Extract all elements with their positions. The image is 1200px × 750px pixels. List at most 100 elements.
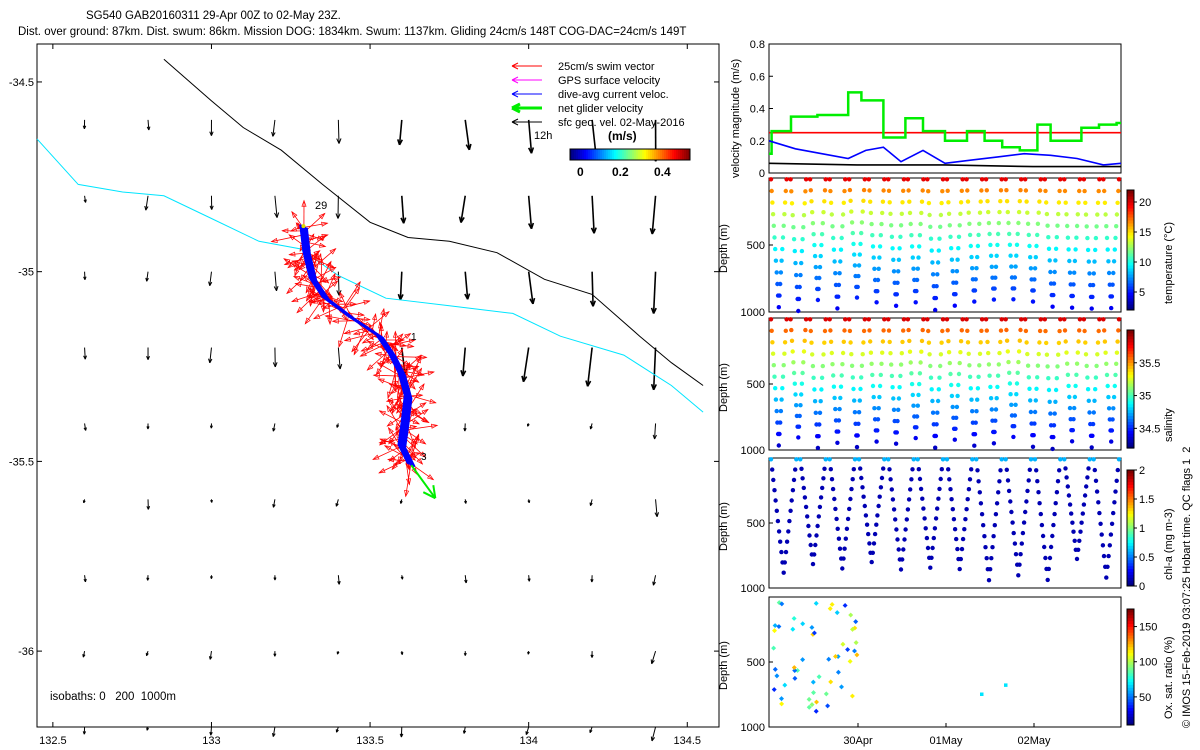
depth-point xyxy=(1116,317,1122,322)
depth-point xyxy=(970,266,975,271)
depth-point xyxy=(823,317,828,322)
depth-point xyxy=(1064,350,1069,355)
geo-arrowhead xyxy=(460,370,467,377)
depth-point xyxy=(842,328,847,333)
depth-point xyxy=(847,177,852,182)
depth-point xyxy=(796,424,802,429)
swim-vector-head xyxy=(431,423,439,429)
geo-arrowhead xyxy=(458,216,465,223)
depth-point xyxy=(803,504,809,510)
depth-point xyxy=(1009,264,1014,269)
geo-arrow xyxy=(337,575,340,585)
depth-point xyxy=(1057,328,1062,334)
depth-point xyxy=(810,210,815,215)
depth-point xyxy=(819,232,825,237)
depth-point xyxy=(894,430,899,435)
geo-arrow xyxy=(586,347,593,387)
depth-point xyxy=(831,247,837,252)
depth-colorbar-tick-label: 1.5 xyxy=(1139,494,1154,506)
geo-arrowhead xyxy=(146,426,150,430)
depth-colorbar-swatch xyxy=(1127,341,1134,346)
depth-point xyxy=(994,396,999,401)
colorbar-swatch xyxy=(670,149,673,160)
depth-point xyxy=(769,328,774,333)
depth-point xyxy=(770,340,775,345)
depth-colorbar-swatch xyxy=(1127,295,1134,299)
depth-colorbar-swatch xyxy=(1127,445,1134,449)
depth-point xyxy=(893,303,899,308)
depth-point xyxy=(832,259,837,264)
depth-point xyxy=(794,272,799,278)
depth-colorbar-swatch xyxy=(1127,554,1134,558)
depth-point xyxy=(858,386,863,392)
depth-point xyxy=(888,211,893,216)
depth-point xyxy=(808,188,813,193)
track-start-marker xyxy=(301,224,306,229)
swim-vector-head xyxy=(413,435,419,443)
depth-point xyxy=(1055,479,1061,484)
depth-point xyxy=(1103,350,1108,355)
depth-point xyxy=(879,475,885,481)
depth-point xyxy=(791,477,797,483)
depth-colorbar-swatch xyxy=(1127,400,1134,405)
depth-point xyxy=(1101,317,1106,322)
depth-point xyxy=(1083,212,1089,217)
depth-point xyxy=(877,383,883,389)
geo-arrow xyxy=(272,423,276,432)
geo-arrowhead xyxy=(208,358,213,364)
depth-point xyxy=(821,210,826,215)
depth-point xyxy=(1008,392,1013,397)
geo-arrow xyxy=(399,271,403,300)
depth-colorbar-swatch xyxy=(1127,430,1134,434)
geo-arrowhead xyxy=(464,579,468,584)
depth-point xyxy=(1109,439,1114,444)
depth-point xyxy=(945,328,950,333)
depth-point xyxy=(1085,387,1091,392)
depth-point xyxy=(802,495,808,500)
depth-point xyxy=(1040,533,1046,539)
depth-point xyxy=(829,601,835,607)
depth-point xyxy=(789,189,794,194)
legend-geo: sfc geo. vel. 02-May-2016 xyxy=(558,117,685,129)
depth-colorbar-swatch xyxy=(1127,365,1134,369)
depth-colorbar-swatch xyxy=(1127,487,1134,491)
depth-point xyxy=(920,188,925,193)
depth-point xyxy=(1083,200,1088,205)
depth-point xyxy=(1051,423,1057,428)
depth-point xyxy=(1024,499,1029,504)
depth-point xyxy=(833,406,838,412)
depth-point xyxy=(793,467,798,472)
depth-points xyxy=(768,317,1122,452)
depth-point xyxy=(856,457,862,462)
geo-arrow xyxy=(337,119,340,144)
depth-point xyxy=(797,284,802,290)
geo-arrow xyxy=(464,575,467,584)
depth-colorbar-swatch xyxy=(1127,539,1134,543)
velocity-lines xyxy=(768,91,1122,168)
depth-point xyxy=(869,221,874,227)
depth-point xyxy=(861,198,866,203)
velocity-ylabel: velocity magnitude (m/s) xyxy=(730,59,742,178)
colorbar-swatch xyxy=(684,149,687,160)
depth-point xyxy=(811,232,816,237)
depth-point xyxy=(898,223,904,228)
depth-point xyxy=(1073,247,1078,252)
depth-point xyxy=(930,545,935,551)
depth-point xyxy=(959,188,964,193)
geo-arrowhead xyxy=(650,383,657,391)
velocity-y-tick-label: 0 xyxy=(759,168,765,180)
depth-point xyxy=(1009,509,1014,515)
depth-point xyxy=(965,188,970,193)
colorbar-swatch xyxy=(664,149,667,160)
depth-point xyxy=(849,363,855,368)
depth-point xyxy=(1013,264,1018,269)
depth-point xyxy=(984,556,989,561)
depth-point xyxy=(835,526,840,531)
depth-colorbar-swatch xyxy=(1127,687,1134,691)
depth-point xyxy=(1035,232,1040,238)
geo-arrowhead xyxy=(589,729,593,734)
depth-point xyxy=(1004,338,1010,343)
colorbar-frame xyxy=(569,148,691,161)
swim-vector-head xyxy=(329,266,337,273)
